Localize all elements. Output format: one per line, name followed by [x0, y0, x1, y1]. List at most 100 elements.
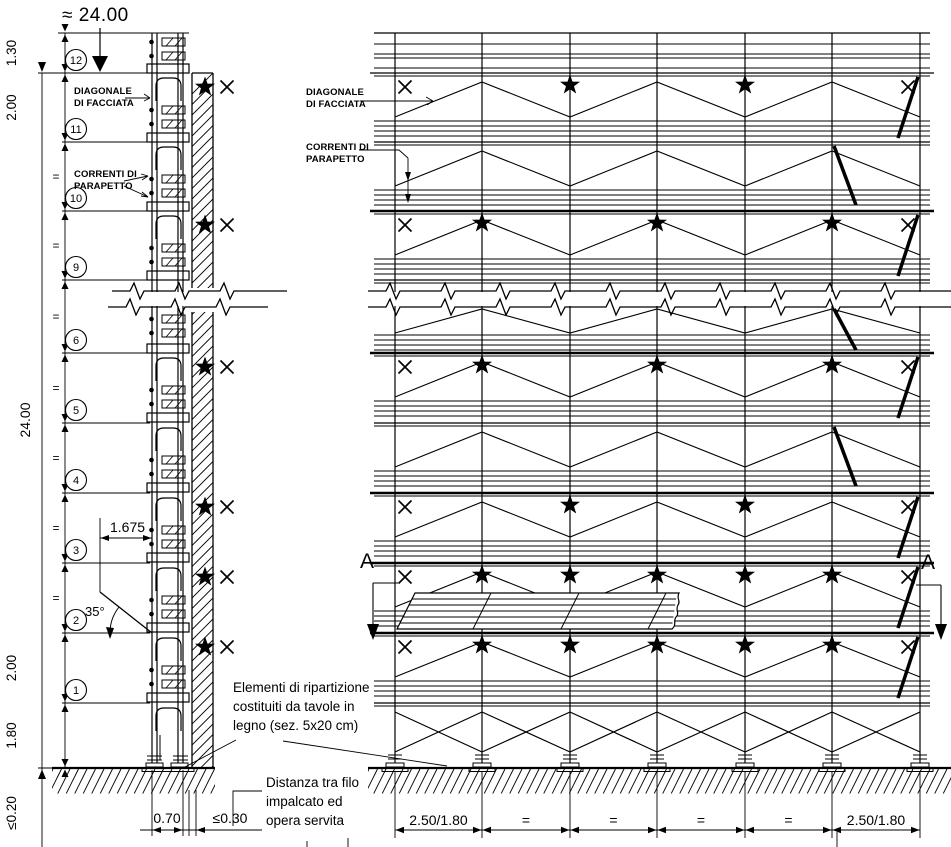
svg-text:6: 6 — [73, 335, 79, 347]
section-marker-a-left: A — [360, 550, 375, 573]
vertical-dimension-chain: 1.30 2.00 = = = = = = = 2.00 1.80 ≤0.20 24.00 — [4, 24, 72, 847]
anchor-star-symbol — [195, 214, 215, 234]
level-number-circles: 12 11 10 9 6 5 4 3 2 1 — [64, 48, 88, 702]
svg-text:=: = — [52, 451, 59, 465]
svg-text:=: = — [784, 812, 792, 828]
note-elementi-ripartizione: Elementi di ripartizione costituiti da t… — [233, 678, 370, 735]
svg-text:1.30: 1.30 — [4, 40, 19, 66]
label-line: CORRENTI DI — [306, 142, 369, 153]
anchor-cross-symbol — [900, 569, 916, 585]
svg-text:=: = — [609, 812, 617, 828]
svg-text:≤0.20: ≤0.20 — [4, 796, 19, 830]
svg-text:=: = — [52, 170, 59, 184]
anchor-cross-symbol — [900, 499, 916, 515]
anchor-star-symbol — [472, 354, 492, 374]
note-line: Distanza tra filo — [266, 775, 360, 790]
label-line: DIAGONALE — [74, 86, 132, 97]
anchor-star-symbol — [195, 356, 215, 376]
svg-text:=: = — [52, 521, 59, 535]
svg-text:=: = — [52, 310, 59, 324]
anchor-star-symbol — [472, 634, 492, 654]
anchor-star-symbol — [735, 74, 755, 94]
anchor-star-symbol — [822, 634, 842, 654]
anchor-star-symbol — [195, 76, 215, 96]
svg-text:=: = — [52, 591, 59, 605]
ground-hatch-right — [368, 766, 951, 794]
svg-text:3: 3 — [73, 545, 79, 557]
anchor-star-symbol — [822, 564, 842, 584]
anchor-cross-symbol — [397, 359, 413, 375]
anchor-cross-symbol — [219, 217, 235, 233]
work-platform-plan — [396, 592, 681, 630]
anchor-star-symbol — [647, 564, 667, 584]
svg-text:1: 1 — [73, 685, 79, 697]
svg-text:2.00: 2.00 — [4, 655, 19, 681]
note-line: legno (sez. 5x20 cm) — [233, 718, 359, 734]
svg-text:=: = — [52, 381, 59, 395]
label-line: DI FACCIATA — [306, 99, 366, 111]
bottom-left-dimensions — [140, 770, 262, 836]
anchor-star-symbol — [647, 634, 667, 654]
label-line: DIAGONALE — [306, 87, 364, 98]
anchor-cross-symbol — [900, 639, 916, 655]
anchor-star-symbol — [822, 354, 842, 374]
anchor-cross-symbol — [900, 359, 916, 375]
anchor-star-symbol — [472, 212, 492, 232]
brace-angle-label: 35° — [85, 604, 105, 619]
anchor-star-symbol — [560, 634, 580, 654]
label-line: CORRENTI DI — [74, 169, 137, 180]
note-line: impalcato ed — [266, 794, 343, 810]
wall-gap-dim: ≤0.30 — [212, 810, 248, 826]
base-width-dim: 0.70 — [153, 810, 181, 826]
anchor-star-symbol — [560, 494, 580, 514]
svg-text:=: = — [697, 812, 705, 828]
correnti-parapetto-label-right: CORRENTI DI PARAPETTO — [306, 142, 369, 167]
svg-text:10: 10 — [70, 193, 82, 205]
anchor-cross-symbol — [219, 79, 235, 95]
label-line: DI FACCIATA — [74, 98, 134, 110]
svg-text:9: 9 — [73, 262, 79, 274]
anchor-cross-symbol — [219, 639, 235, 655]
anchor-star-symbol — [647, 212, 667, 232]
svg-text:2.50/1.80: 2.50/1.80 — [409, 812, 468, 828]
anchor-cross-symbol — [219, 499, 235, 515]
anchor-star-symbol — [560, 74, 580, 94]
svg-text:2.00: 2.00 — [4, 94, 19, 120]
svg-text:2.50/1.80: 2.50/1.80 — [847, 812, 906, 828]
note-line: costituiti da tavole in — [233, 699, 355, 715]
anchor-star-symbol — [560, 564, 580, 584]
anchor-star-symbol — [195, 636, 215, 656]
svg-text:4: 4 — [73, 475, 79, 487]
anchor-star-symbol — [195, 566, 215, 586]
svg-text:11: 11 — [70, 124, 81, 136]
anchor-cross-symbol — [900, 79, 916, 95]
note-line: Elementi di ripartizione — [233, 680, 370, 695]
anchor-cross-symbol — [397, 217, 413, 233]
svg-text:1.80: 1.80 — [4, 722, 19, 748]
anchor-cross-symbol — [397, 79, 413, 95]
anchor-star-symbol — [735, 564, 755, 584]
anchor-cross-symbol — [397, 499, 413, 515]
diagonale-facciata-label-left: DIAGONALE DI FACCIATA — [74, 86, 134, 111]
svg-text:24.00: 24.00 — [17, 402, 33, 437]
bay-width-dimensions: 2.50/1.80 = = = = 2.50/1.80 — [394, 772, 921, 847]
left-section-view: 1.302.00=======2.001.80≤0.2024.001211109… — [4, 24, 448, 847]
anchor-cross-symbol — [397, 639, 413, 655]
anchor-star-symbol — [735, 494, 755, 514]
svg-text:12: 12 — [70, 55, 82, 67]
section-marker-a-right: A — [921, 551, 936, 574]
diagonale-facciata-label-right: DIAGONALE DI FACCIATA — [306, 87, 366, 112]
anchor-cross-symbol — [900, 217, 916, 233]
svg-text:5: 5 — [73, 405, 79, 417]
note-distanza-impalcato: Distanza tra filo impalcato ed opera ser… — [266, 773, 359, 830]
anchor-star-symbol — [647, 354, 667, 374]
correnti-parapetto-label-left: CORRENTI DI PARAPETTO — [74, 169, 137, 194]
approx-height-label: ≈ 24.00 — [62, 5, 129, 26]
ground-hatch-left — [52, 766, 215, 794]
anchor-cross-symbol — [219, 569, 235, 585]
label-line: PARAPETTO — [74, 181, 133, 193]
module-width-dim: 1.675 — [110, 519, 146, 535]
